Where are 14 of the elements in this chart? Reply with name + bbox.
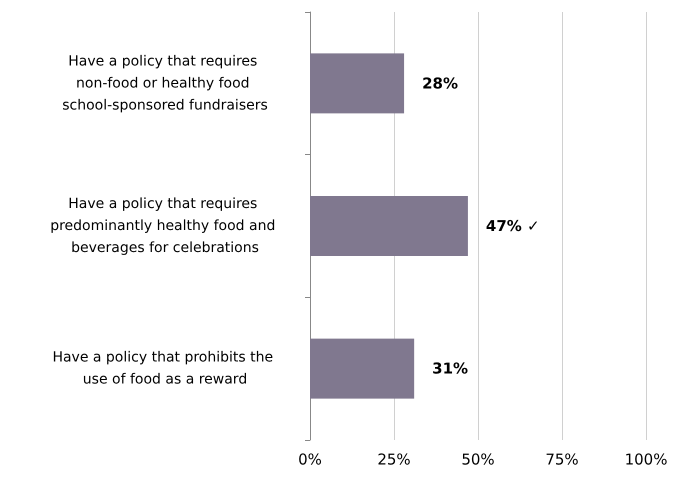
data-label: 28%: [422, 74, 458, 92]
x-tick-label: 50%: [461, 450, 495, 468]
data-label: 47% ✓: [486, 217, 540, 235]
x-tick-label: 0%: [298, 450, 322, 468]
x-tick-label: 75%: [545, 450, 579, 468]
data-label: 31%: [432, 360, 468, 378]
bar: [310, 338, 414, 399]
bar: [310, 196, 468, 256]
x-tick-label: 100%: [624, 450, 668, 468]
y-tick-label: Have a policy that prohibits the use of food as a reward: [52, 350, 278, 388]
y-tick-label: Have a policy that requires predominantly healthy food and beverages for celebrations: [50, 196, 280, 256]
x-tick-label: 25%: [377, 450, 411, 468]
y-tick-label: Have a policy that requires non-food or healthy food school-sponsored fundraisers: [62, 53, 268, 114]
bar: [310, 53, 404, 114]
